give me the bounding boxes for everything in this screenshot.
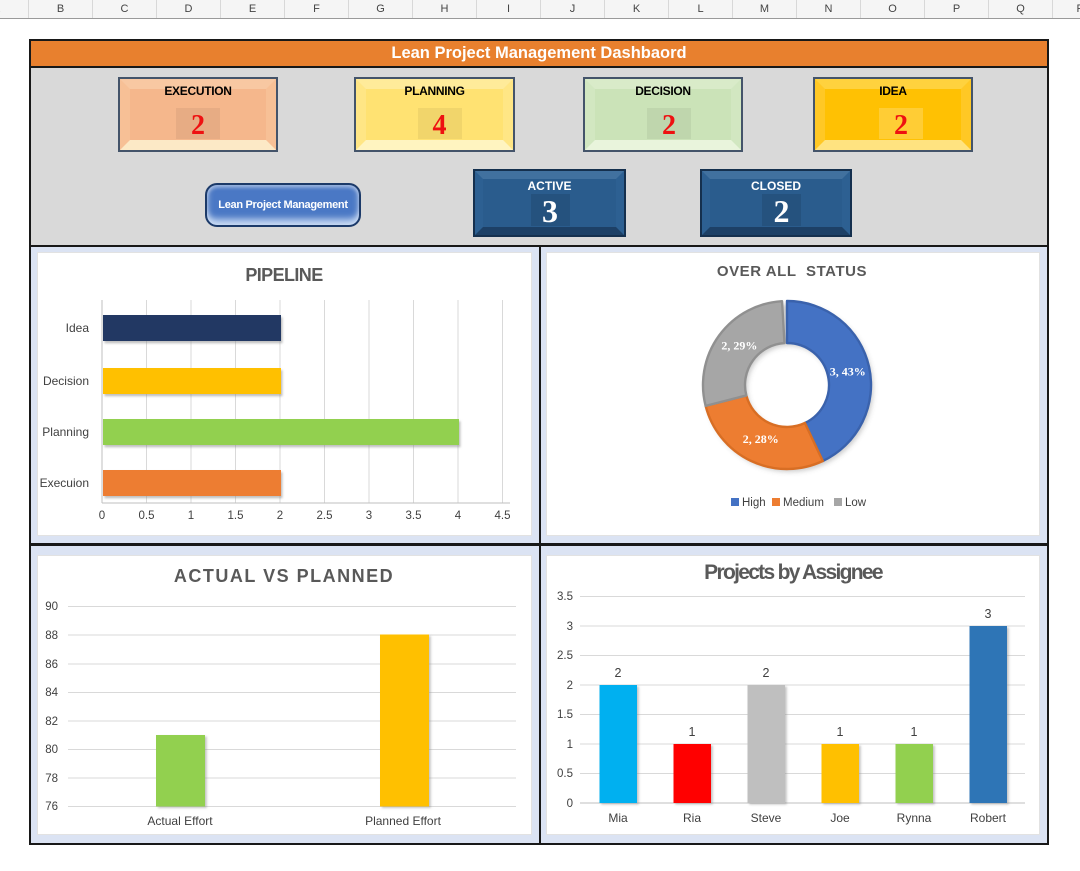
svg-text:2: 2 bbox=[615, 666, 622, 680]
svg-text:1.5: 1.5 bbox=[557, 709, 573, 721]
svg-text:78: 78 bbox=[45, 773, 58, 785]
svg-text:ACTUAL VS PLANNED: ACTUAL VS PLANNED bbox=[174, 566, 394, 586]
svg-text:0.5: 0.5 bbox=[557, 768, 573, 780]
svg-text:1: 1 bbox=[689, 725, 696, 739]
svg-text:Execuion: Execuion bbox=[40, 476, 89, 490]
svg-text:Rynna: Rynna bbox=[897, 811, 932, 825]
svg-text:88: 88 bbox=[45, 630, 58, 642]
svg-text:Projects by Assignee: Projects by Assignee bbox=[704, 561, 883, 584]
svg-text:1: 1 bbox=[911, 725, 918, 739]
svg-text:86: 86 bbox=[45, 659, 58, 671]
svg-text:Planning: Planning bbox=[42, 425, 89, 439]
svg-text:Low: Low bbox=[845, 497, 867, 509]
svg-text:0: 0 bbox=[567, 798, 573, 810]
svg-text:OVER ALL STATUS: OVER ALL STATUS bbox=[717, 263, 867, 280]
svg-text:90: 90 bbox=[45, 601, 58, 613]
svg-text:1: 1 bbox=[837, 725, 844, 739]
svg-text:3.5: 3.5 bbox=[406, 510, 422, 522]
svg-text:High: High bbox=[742, 497, 766, 509]
svg-text:2.5: 2.5 bbox=[317, 510, 333, 522]
svg-text:0: 0 bbox=[99, 510, 105, 522]
svg-text:Idea: Idea bbox=[66, 321, 90, 335]
svg-text:Steve: Steve bbox=[751, 811, 782, 825]
svg-text:1: 1 bbox=[567, 739, 573, 751]
svg-text:Ria: Ria bbox=[683, 811, 701, 825]
svg-text:Planned Effort: Planned Effort bbox=[365, 814, 441, 828]
svg-text:82: 82 bbox=[45, 716, 58, 728]
svg-text:3.5: 3.5 bbox=[557, 591, 573, 603]
svg-text:3: 3 bbox=[985, 607, 992, 621]
svg-text:4: 4 bbox=[455, 510, 462, 522]
svg-text:2, 28%: 2, 28% bbox=[743, 432, 779, 446]
svg-text:2: 2 bbox=[567, 680, 573, 692]
svg-text:3, 43%: 3, 43% bbox=[830, 365, 866, 379]
svg-text:3: 3 bbox=[567, 621, 573, 633]
svg-text:1.5: 1.5 bbox=[228, 510, 244, 522]
svg-text:2, 29%: 2, 29% bbox=[721, 339, 757, 353]
svg-text:Medium: Medium bbox=[783, 497, 824, 509]
svg-text:2.5: 2.5 bbox=[557, 650, 573, 662]
svg-text:PIPELINE: PIPELINE bbox=[245, 265, 323, 285]
svg-text:0.5: 0.5 bbox=[139, 510, 155, 522]
svg-text:2: 2 bbox=[277, 510, 283, 522]
svg-text:1: 1 bbox=[188, 510, 194, 522]
svg-text:Decision: Decision bbox=[43, 374, 89, 388]
svg-text:84: 84 bbox=[45, 687, 58, 699]
svg-text:Robert: Robert bbox=[970, 811, 1007, 825]
svg-text:Mia: Mia bbox=[608, 811, 628, 825]
svg-text:Joe: Joe bbox=[830, 811, 850, 825]
svg-text:76: 76 bbox=[45, 801, 58, 813]
svg-text:80: 80 bbox=[45, 744, 58, 756]
svg-text:3: 3 bbox=[366, 510, 372, 522]
svg-text:2: 2 bbox=[763, 666, 770, 680]
svg-text:Actual Effort: Actual Effort bbox=[147, 814, 213, 828]
svg-text:4.5: 4.5 bbox=[495, 510, 511, 522]
